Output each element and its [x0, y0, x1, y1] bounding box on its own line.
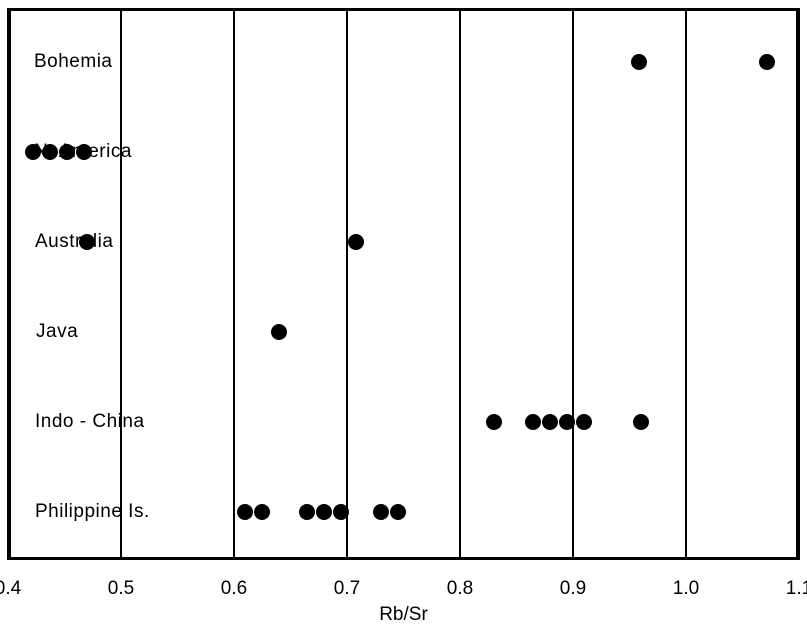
data-point: [79, 234, 95, 250]
x-gridline: [459, 8, 461, 560]
x-gridline: [7, 8, 9, 560]
data-point: [542, 414, 558, 430]
x-tick-label: 0.5: [108, 578, 134, 600]
x-gridline: [685, 8, 687, 560]
x-tick-label: 0.8: [447, 578, 473, 600]
data-point: [759, 54, 775, 70]
data-point: [237, 504, 253, 520]
rb-sr-scatter-chart: 0.40.50.60.70.80.91.01.1BohemiaN. Americ…: [0, 0, 807, 627]
plot-area: [8, 8, 799, 560]
data-point: [316, 504, 332, 520]
data-point: [576, 414, 592, 430]
data-point: [559, 414, 575, 430]
data-point: [633, 414, 649, 430]
category-label: Java: [36, 321, 78, 343]
data-point: [631, 54, 647, 70]
x-gridline: [572, 8, 574, 560]
x-tick-label: 1.0: [673, 578, 699, 600]
data-point: [42, 144, 58, 160]
data-point: [486, 414, 502, 430]
category-label: Indo - China: [35, 411, 145, 433]
x-gridline: [798, 8, 800, 560]
x-gridline: [233, 8, 235, 560]
x-tick-label: 0.7: [334, 578, 360, 600]
data-point: [333, 504, 349, 520]
x-axis-label: Rb/Sr: [379, 604, 428, 626]
x-gridline: [346, 8, 348, 560]
x-gridline: [120, 8, 122, 560]
data-point: [25, 144, 41, 160]
data-point: [254, 504, 270, 520]
data-point: [373, 504, 389, 520]
x-tick-label: 0.9: [560, 578, 586, 600]
x-tick-label: 0.6: [221, 578, 247, 600]
category-label: Bohemia: [34, 51, 113, 73]
data-point: [525, 414, 541, 430]
data-point: [390, 504, 406, 520]
category-label: Australia: [35, 231, 113, 253]
data-point: [271, 324, 287, 340]
category-label: Philippine Is.: [35, 501, 150, 523]
data-point: [59, 144, 75, 160]
data-point: [348, 234, 364, 250]
data-point: [299, 504, 315, 520]
x-tick-label: 0.4: [0, 578, 21, 600]
x-tick-label: 1.1: [786, 578, 807, 600]
data-point: [76, 144, 92, 160]
